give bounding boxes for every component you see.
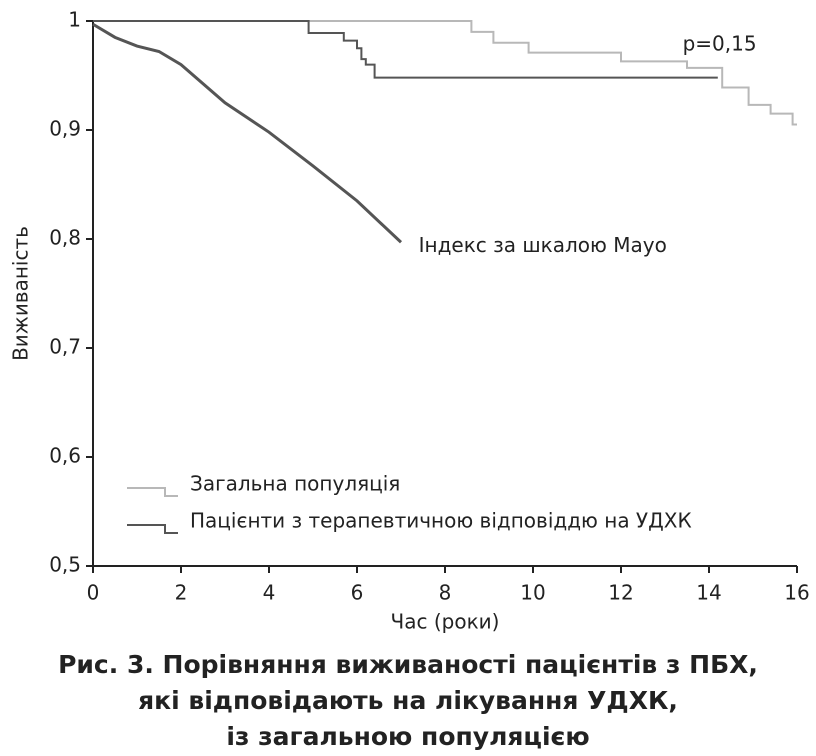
x-tick-label: 10 (520, 581, 545, 605)
series-line (93, 20, 718, 79)
y-tick-label: 0,8 (49, 226, 81, 250)
x-tick-label: 12 (608, 581, 633, 605)
x-tick-label: 4 (263, 581, 276, 605)
chart-title: із загальною популяцією (226, 722, 589, 751)
x-tick-label: 0 (87, 581, 100, 605)
x-axis-label: Час (роки) (391, 610, 500, 634)
y-tick-label: 0,6 (49, 444, 81, 468)
y-tick-label: 0,7 (49, 335, 81, 359)
legend-swatch (127, 524, 178, 534)
annotation: p=0,15 (683, 31, 757, 55)
legend-label: Пацієнти з терапевтичною відповіддю на У… (190, 509, 692, 533)
x-tick-label: 8 (439, 581, 452, 605)
chart-title: які відповідають на лікування УДХК, (138, 686, 678, 715)
x-tick-label: 2 (175, 581, 188, 605)
y-tick-label: 0,9 (49, 117, 81, 141)
chart-title: Рис. 3. Порівняння виживаності пацієнтів… (58, 650, 758, 679)
y-tick-label: 1 (68, 8, 81, 32)
x-tick-label: 16 (784, 581, 809, 605)
y-tick-label: 0,5 (49, 553, 81, 577)
x-tick-label: 6 (351, 581, 364, 605)
series-line (93, 20, 797, 126)
legend-swatch (127, 487, 178, 497)
legend-label: Загальна популяція (190, 472, 400, 496)
x-tick-label: 14 (696, 581, 721, 605)
annotation: Індекс за шкалою Мауо (419, 233, 667, 257)
series-line (92, 22, 403, 244)
y-axis-label: Виживаність (9, 226, 33, 361)
